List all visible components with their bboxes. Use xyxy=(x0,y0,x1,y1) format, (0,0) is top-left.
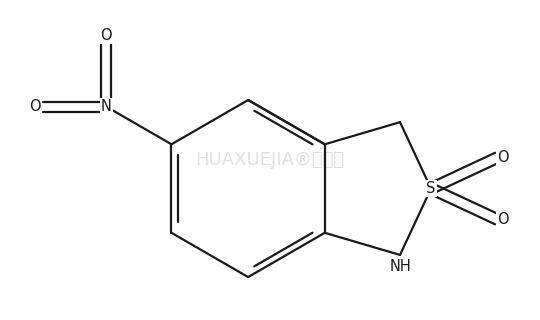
Text: O: O xyxy=(497,212,509,227)
Text: NH: NH xyxy=(389,259,411,274)
Text: O: O xyxy=(497,150,509,165)
Text: N: N xyxy=(101,99,112,114)
Text: O: O xyxy=(100,28,112,43)
Text: HUAXUEJIA®化学加: HUAXUEJIA®化学加 xyxy=(195,151,345,169)
Text: O: O xyxy=(29,99,41,114)
Text: S: S xyxy=(426,181,436,196)
